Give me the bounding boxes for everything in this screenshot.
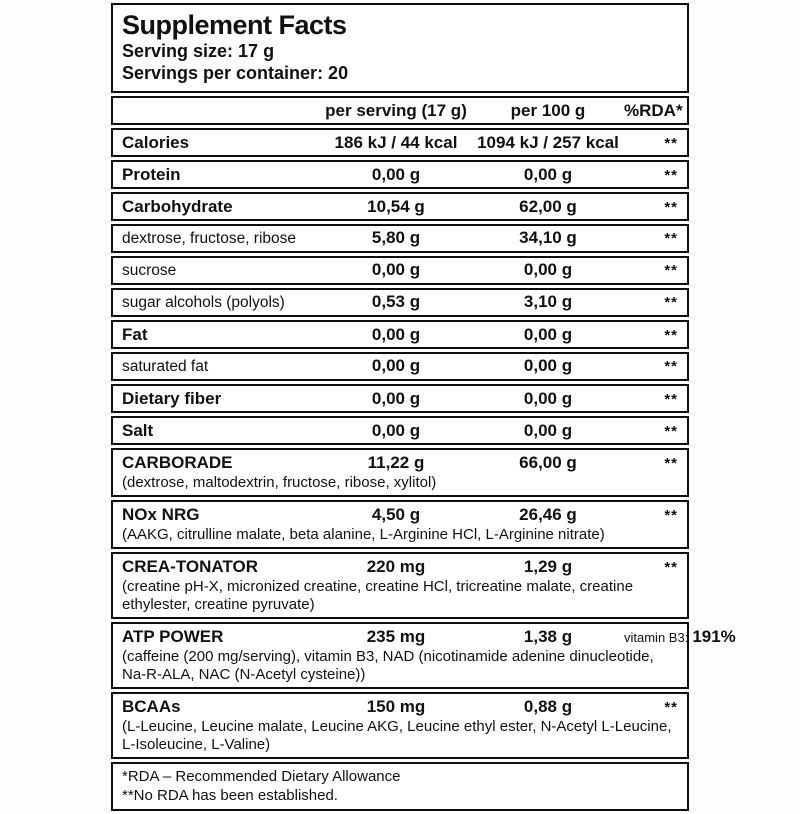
- table-row: ATP POWER 235 mg 1,38 g vitamin B3: 191% …: [111, 622, 736, 689]
- row-label: Salt: [122, 421, 154, 440]
- row-label: Dietary fiber: [122, 389, 222, 408]
- row-label: NOx NRG: [122, 505, 200, 524]
- row-per-100g-value: 66,00 g: [519, 453, 577, 472]
- row-rda-value: **: [664, 327, 678, 344]
- row-label: sucrose: [122, 262, 177, 279]
- row-per-serving-value: 10,54 g: [367, 197, 425, 216]
- row-ingredients: (caffeine (200 mg/serving), vitamin B3, …: [122, 648, 654, 683]
- row-label: BCAAs: [122, 697, 181, 716]
- header-per-100g: per 100 g: [510, 101, 586, 120]
- label-title: Supplement Facts: [122, 10, 347, 40]
- row-label: ATP POWER: [122, 627, 224, 646]
- row-label: sugar alcohols (polyols): [122, 294, 285, 311]
- row-ingredients: (L-Leucine, Leucine malate, Leucine AKG,…: [122, 718, 672, 753]
- footnotes-block: *RDA – Recommended Dietary Allowance **N…: [111, 762, 689, 811]
- servings-per-container-line: Servings per container: 20: [122, 63, 349, 83]
- row-per-100g-value: 0,00 g: [523, 165, 573, 184]
- table-row: saturated fat 0,00 g 0,00 g **: [111, 352, 689, 381]
- row-per-serving-value: 186 kJ / 44 kcal: [334, 133, 458, 152]
- row-per-100g-value: 0,00 g: [523, 421, 573, 440]
- row-per-serving-value: 5,80 g: [371, 228, 421, 247]
- table-row: CREA-TONATOR 220 mg 1,29 g ** (creatine …: [111, 552, 689, 619]
- row-rda-value: **: [664, 423, 678, 440]
- row-rda-value: **: [664, 262, 678, 279]
- row-per-100g-value: 1,29 g: [523, 557, 573, 576]
- row-per-serving-value: 11,22 g: [367, 453, 425, 472]
- footnote-rda: *RDA – Recommended Dietary Allowance: [122, 768, 401, 785]
- row-ingredients: (dextrose, maltodextrin, fructose, ribos…: [122, 474, 437, 491]
- row-per-100g-value: 1094 kJ / 257 kcal: [477, 133, 619, 152]
- row-per-100g-value: 0,00 g: [523, 260, 573, 279]
- vitamin-b3-label: vitamin B3:: [624, 630, 689, 645]
- row-label: dextrose, fructose, ribose: [122, 230, 297, 247]
- row-per-100g-value: 0,00 g: [523, 389, 573, 408]
- row-rda-value: **: [664, 699, 678, 716]
- facts-rows: Calories 186 kJ / 44 kcal 1094 kJ / 257 …: [111, 128, 736, 759]
- header-per-serving: per serving (17 g): [325, 101, 467, 120]
- row-per-100g-value: 1,38 g: [523, 627, 573, 646]
- column-header-row: per serving (17 g) per 100 g %RDA*: [111, 96, 689, 125]
- vitamin-b3-value: 191%: [692, 627, 736, 646]
- row-label: Calories: [122, 133, 190, 152]
- title-block: Supplement Facts Serving size: 17 g Serv…: [111, 3, 689, 93]
- row-rda-value: **: [664, 358, 678, 375]
- row-per-serving-value: 0,00 g: [371, 325, 421, 344]
- table-row: sucrose 0,00 g 0,00 g **: [111, 256, 689, 285]
- row-per-serving-value: 150 mg: [366, 697, 426, 716]
- table-row: Protein 0,00 g 0,00 g **: [111, 160, 689, 189]
- row-per-100g-value: 0,00 g: [523, 356, 573, 375]
- row-per-100g-value: 26,46 g: [519, 505, 577, 524]
- table-row: Fat 0,00 g 0,00 g **: [111, 320, 689, 349]
- row-label: CARBORADE: [122, 453, 233, 472]
- header-rda: %RDA*: [624, 101, 683, 120]
- row-per-serving-value: 0,00 g: [371, 389, 421, 408]
- table-row: sugar alcohols (polyols) 0,53 g 3,10 g *…: [111, 288, 689, 317]
- row-label: Fat: [122, 325, 148, 344]
- row-ingredients: (AAKG, citrulline malate, beta alanine, …: [122, 526, 605, 543]
- table-row: dextrose, fructose, ribose 5,80 g 34,10 …: [111, 224, 689, 253]
- table-row: Calories 186 kJ / 44 kcal 1094 kJ / 257 …: [111, 128, 689, 157]
- row-rda-value: **: [664, 391, 678, 408]
- row-rda-value: **: [664, 559, 678, 576]
- row-per-serving-value: 235 mg: [366, 627, 426, 646]
- row-per-serving-value: 0,00 g: [371, 260, 421, 279]
- row-per-serving-value: 0,53 g: [371, 292, 421, 311]
- row-per-100g-value: 0,00 g: [523, 325, 573, 344]
- table-row: Dietary fiber 0,00 g 0,00 g **: [111, 384, 689, 413]
- row-rda-value: vitamin B3: 191%: [624, 627, 736, 647]
- row-per-serving-value: 4,50 g: [371, 505, 421, 524]
- row-label: CREA-TONATOR: [122, 557, 258, 576]
- row-label: Carbohydrate: [122, 197, 233, 216]
- table-row: Salt 0,00 g 0,00 g **: [111, 416, 689, 445]
- row-per-100g-value: 3,10 g: [523, 292, 573, 311]
- table-row: NOx NRG 4,50 g 26,46 g ** (AAKG, citrull…: [111, 500, 689, 549]
- row-per-100g-value: 62,00 g: [519, 197, 577, 216]
- row-rda-value: **: [664, 167, 678, 184]
- row-per-serving-value: 0,00 g: [371, 165, 421, 184]
- table-row: CARBORADE 11,22 g 66,00 g ** (dextrose, …: [111, 448, 689, 497]
- row-label: Protein: [122, 165, 181, 184]
- row-label: saturated fat: [122, 358, 209, 375]
- row-per-serving-value: 0,00 g: [371, 421, 421, 440]
- table-row: BCAAs 150 mg 0,88 g ** (L-Leucine, Leuci…: [111, 692, 689, 759]
- supplement-facts-label: Supplement Facts Serving size: 17 g Serv…: [111, 3, 736, 814]
- serving-size-line: Serving size: 17 g: [122, 41, 275, 61]
- row-rda-value: **: [664, 135, 678, 152]
- row-rda-value: **: [664, 507, 678, 524]
- row-per-serving-value: 0,00 g: [371, 356, 421, 375]
- row-per-100g-value: 0,88 g: [523, 697, 573, 716]
- footnote-no-rda: **No RDA has been established.: [122, 787, 338, 804]
- row-rda-value: **: [664, 199, 678, 216]
- row-per-serving-value: 220 mg: [366, 557, 426, 576]
- row-ingredients: (creatine pH-X, micronized creatine, cre…: [122, 578, 634, 613]
- row-rda-value: **: [664, 455, 678, 472]
- row-rda-value: **: [664, 230, 678, 247]
- row-rda-value: **: [664, 294, 678, 311]
- table-row: Carbohydrate 10,54 g 62,00 g **: [111, 192, 689, 221]
- row-per-100g-value: 34,10 g: [519, 228, 577, 247]
